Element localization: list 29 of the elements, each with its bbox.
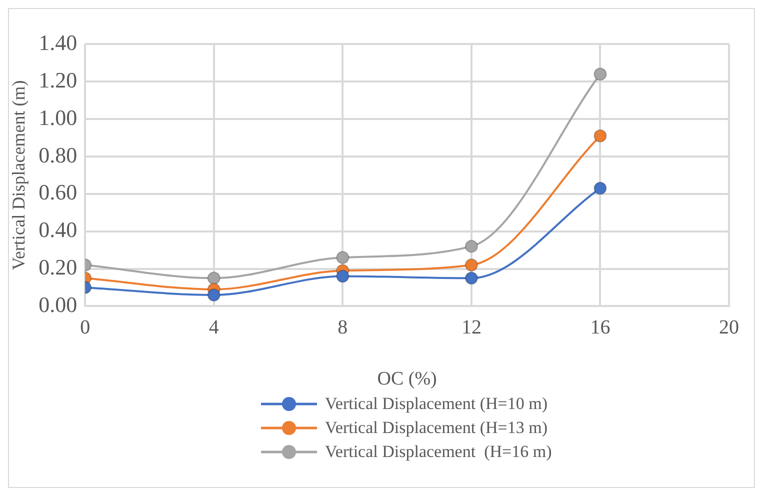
y-tick-label: 1.20 (38, 67, 78, 92)
y-tick-label: 0.40 (38, 217, 78, 242)
x-axis-title: OC (%) (377, 368, 437, 390)
y-axis-title: Vertical Displacement (m) (8, 80, 29, 270)
y-tick-label: 1.40 (38, 30, 78, 55)
y-tick-label: 1.00 (38, 104, 78, 130)
y-tick-label: 0.00 (38, 292, 78, 317)
y-tick-label: 0.80 (38, 142, 78, 168)
x-tick-label: 0 (80, 316, 90, 338)
y-tick-label: 0.20 (38, 254, 78, 280)
x-tick-label: 12 (461, 316, 482, 338)
point (464, 272, 478, 285)
x-tick-label: 8 (338, 316, 348, 338)
y-tick-label: 0.60 (38, 180, 78, 205)
point (464, 258, 478, 272)
point (464, 240, 478, 253)
legend-label: Vertical Displacement (H=16 m) (325, 442, 552, 462)
legend-label: Vertical Displacement (H=13 m) (325, 418, 548, 438)
point (594, 182, 607, 195)
point (207, 272, 220, 285)
x-tick-label: 16 (590, 316, 610, 338)
point (594, 129, 607, 142)
point (336, 270, 350, 283)
point (336, 251, 350, 264)
point (594, 68, 607, 81)
x-tick-label: 4 (208, 316, 219, 338)
x-tick-label: 20 (719, 316, 739, 338)
legend-label: Vertical Displacement (H=10 m) (325, 394, 548, 414)
point (207, 288, 220, 302)
